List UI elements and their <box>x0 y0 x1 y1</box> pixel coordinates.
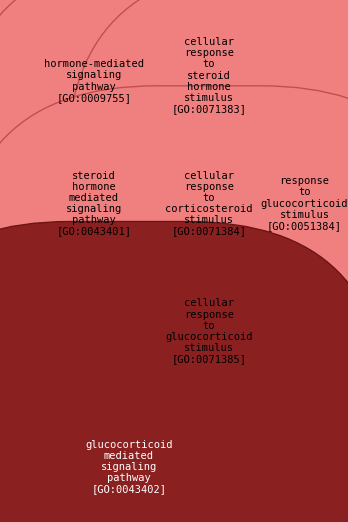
Text: cellular
response
to
glucocorticoid
stimulus
[GO:0071385]: cellular response to glucocorticoid stim… <box>165 299 253 364</box>
Text: steroid
hormone
mediated
signaling
pathway
[GO:0043401]: steroid hormone mediated signaling pathw… <box>56 171 132 236</box>
FancyBboxPatch shape <box>0 86 348 522</box>
FancyBboxPatch shape <box>0 0 348 449</box>
Text: response
to
glucocorticoid
stimulus
[GO:0051384]: response to glucocorticoid stimulus [GO:… <box>261 176 348 231</box>
FancyBboxPatch shape <box>0 221 348 522</box>
Text: glucocorticoid
mediated
signaling
pathway
[GO:0043402]: glucocorticoid mediated signaling pathwa… <box>85 440 173 494</box>
FancyBboxPatch shape <box>0 0 346 449</box>
Text: cellular
response
to
corticosteroid
stimulus
[GO:0071384]: cellular response to corticosteroid stim… <box>165 171 253 236</box>
FancyBboxPatch shape <box>0 0 346 314</box>
FancyBboxPatch shape <box>66 0 348 439</box>
FancyBboxPatch shape <box>0 0 348 327</box>
Text: hormone-mediated
signaling
pathway
[GO:0009755]: hormone-mediated signaling pathway [GO:0… <box>44 59 144 103</box>
Text: cellular
response
to
steroid
hormone
stimulus
[GO:0071383]: cellular response to steroid hormone sti… <box>171 37 246 114</box>
